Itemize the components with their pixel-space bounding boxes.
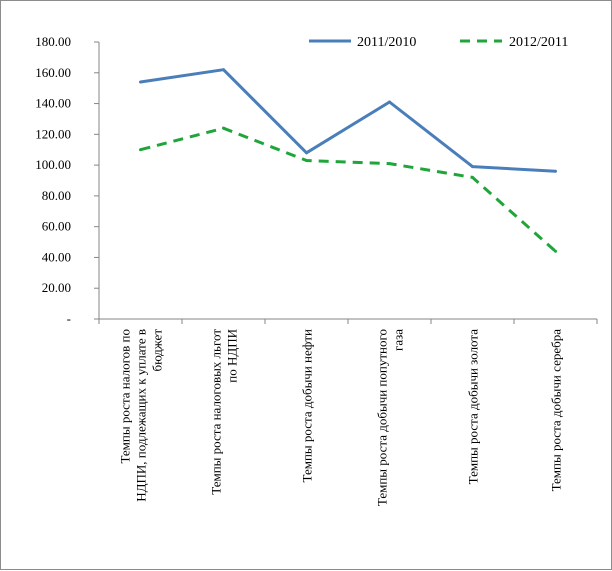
x-category-label: Темпы роста налогов по НДПИ, подлежащих к… — [118, 329, 165, 502]
data-point — [305, 151, 308, 155]
data-point — [554, 249, 557, 253]
legend-item: 2012/2011 — [460, 35, 568, 50]
x-category-label-line: газа — [391, 329, 406, 351]
x-category-label-line: по НДПИ — [225, 329, 240, 383]
x-category-label: Темпы роста добычи попутного газа — [375, 329, 406, 506]
series-line-1 — [140, 68, 556, 173]
legend-label: 2012/2011 — [509, 35, 568, 50]
x-category-label-line: Темпы роста добычи нефти — [300, 329, 315, 483]
x-category-label-line: Темпы роста налоговых льгот — [209, 329, 224, 495]
x-category-label-line: НДПИ, подлежащих к уплате в — [134, 329, 149, 502]
data-point — [222, 126, 225, 130]
x-category-label: Темпы роста добычи золота — [466, 329, 481, 485]
x-category-label-line: Темпы роста добычи серебра — [549, 329, 564, 492]
data-point — [554, 169, 557, 173]
series-group — [139, 68, 557, 253]
y-tick-label: 120.00 — [35, 126, 71, 141]
y-tick-label: 20.00 — [42, 280, 71, 295]
x-category-label-line: Темпы роста налогов по — [118, 329, 133, 464]
legend-item: 2011/2010 — [309, 35, 416, 50]
y-tick-label: 80.00 — [42, 188, 71, 203]
data-point — [305, 158, 308, 162]
x-category-label: Темпы роста налоговых льгот по НДПИ — [209, 329, 240, 495]
x-axis-ticks: Темпы роста налогов по НДПИ, подлежащих к… — [98, 319, 598, 506]
y-tick-label: - — [67, 311, 71, 326]
y-tick-label: 140.00 — [35, 96, 71, 111]
y-tick-label: 100.00 — [35, 157, 71, 172]
legend-label: 2011/2010 — [357, 35, 416, 50]
axes — [98, 42, 597, 320]
legend: 2011/2010 2012/2011 — [309, 35, 568, 50]
data-point — [222, 68, 225, 72]
y-tick-label: 60.00 — [42, 219, 71, 234]
y-tick-label: 160.00 — [35, 65, 71, 80]
data-point — [471, 165, 474, 169]
data-point — [388, 162, 391, 166]
x-category-label: Темпы роста добычи нефти — [300, 329, 315, 483]
x-category-label: Темпы роста добычи серебра — [549, 329, 564, 492]
data-point — [471, 175, 474, 179]
x-category-label-line: бюджет — [150, 329, 165, 372]
data-point — [388, 100, 391, 104]
y-tick-label: 40.00 — [42, 249, 71, 264]
y-tick-label: 180.00 — [35, 34, 71, 49]
data-point — [139, 80, 142, 84]
x-category-label-line: Темпы роста добычи золота — [466, 329, 481, 485]
series-line-2 — [140, 126, 557, 253]
y-axis-ticks: 180.00 160.00 140.00 120.00 100.00 80.00 60.00… — [35, 34, 99, 326]
data-point — [139, 148, 142, 152]
x-category-label-line: Темпы роста добычи попутного — [375, 329, 390, 506]
